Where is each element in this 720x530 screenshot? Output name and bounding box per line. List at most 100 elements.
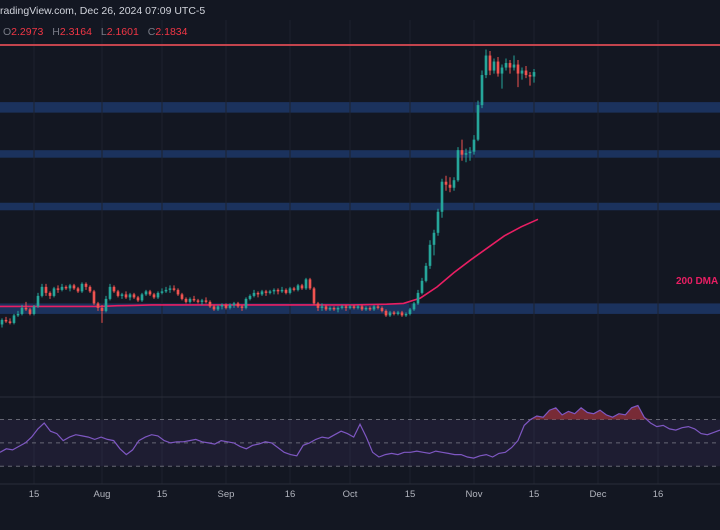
candle — [440, 178, 444, 218]
candle — [476, 100, 480, 142]
candle — [264, 289, 268, 296]
candle — [320, 303, 324, 311]
candle — [24, 301, 28, 311]
candle-body — [336, 307, 340, 310]
candle — [136, 295, 140, 302]
candle — [108, 283, 112, 301]
candle-body — [208, 301, 212, 307]
candle-body — [252, 292, 256, 296]
candle — [460, 139, 464, 161]
candle — [428, 240, 432, 269]
candle-body — [68, 285, 72, 289]
candle — [424, 262, 428, 283]
candle — [188, 297, 192, 304]
candle — [288, 286, 292, 295]
candle-body — [512, 64, 516, 68]
x-tick-label: Oct — [343, 489, 358, 500]
candle-body — [444, 181, 448, 185]
candle — [484, 49, 488, 79]
candle — [452, 177, 456, 191]
rsi-line — [0, 404, 720, 459]
candle-body — [508, 63, 512, 68]
x-tick-label: 16 — [653, 489, 664, 500]
candle — [56, 285, 60, 293]
candle-body — [240, 306, 244, 308]
candle — [240, 304, 244, 311]
candle — [312, 286, 316, 305]
candle — [168, 285, 172, 293]
candle-body — [292, 288, 296, 290]
rsi-pane — [0, 396, 720, 467]
candle — [436, 208, 440, 236]
candle — [388, 310, 392, 317]
candle — [372, 304, 376, 311]
candle — [356, 304, 360, 310]
candle — [0, 318, 4, 328]
candle-body — [224, 304, 228, 308]
candle-body — [344, 306, 348, 308]
candle-body — [428, 244, 432, 266]
candle — [404, 312, 408, 317]
candle — [76, 286, 80, 293]
candle-body — [204, 300, 208, 302]
candle-body — [148, 291, 152, 295]
candle — [88, 285, 92, 293]
candle — [260, 289, 264, 296]
candle-body — [216, 306, 220, 310]
candle — [8, 318, 12, 325]
candle-body — [388, 312, 392, 316]
candle-body — [400, 312, 404, 316]
candle — [32, 304, 36, 316]
candle-body — [116, 291, 120, 296]
candle-body — [328, 307, 332, 310]
candle-body — [380, 307, 384, 311]
candle-body — [40, 286, 44, 296]
candle-body — [312, 288, 316, 304]
candle — [212, 304, 216, 311]
candle-body — [472, 139, 476, 152]
candle-body — [396, 312, 400, 314]
candle — [396, 310, 400, 316]
candle-body — [24, 307, 28, 310]
candle — [272, 288, 276, 295]
candle — [332, 306, 336, 311]
candle-body — [516, 64, 520, 74]
candle-body — [352, 306, 356, 308]
candle-body — [60, 286, 64, 290]
candle — [408, 307, 412, 316]
x-axis: 15 Aug 15 Sep 16 Oct 15 Nov 15 Dec 16 — [0, 483, 720, 500]
candle — [200, 298, 204, 305]
candle — [340, 304, 344, 310]
candle — [488, 51, 492, 76]
candle — [528, 72, 532, 86]
candle-body — [324, 306, 328, 310]
candle — [300, 283, 304, 290]
candle — [384, 309, 388, 317]
candle — [364, 306, 368, 311]
candle — [92, 289, 96, 305]
candle-body — [84, 283, 88, 287]
candle — [48, 291, 52, 299]
candle — [464, 148, 468, 163]
candle — [244, 297, 248, 310]
x-tick-label: 16 — [285, 489, 296, 500]
candle — [112, 285, 116, 293]
candle — [64, 285, 68, 290]
x-tick-label: 15 — [529, 489, 540, 500]
candle — [160, 288, 164, 295]
vertical-gridlines — [33, 20, 659, 484]
zone-1 — [0, 150, 720, 158]
candle — [348, 304, 352, 310]
candle-body — [4, 319, 8, 322]
candle-body — [164, 289, 168, 292]
candle-body — [448, 184, 452, 188]
candle-body — [80, 283, 84, 292]
candle-body — [0, 319, 4, 325]
candle — [380, 306, 384, 313]
candle-body — [288, 288, 292, 293]
candlesticks — [0, 49, 536, 328]
candle-body — [260, 291, 264, 295]
candle — [224, 303, 228, 310]
zone-2 — [0, 202, 720, 211]
